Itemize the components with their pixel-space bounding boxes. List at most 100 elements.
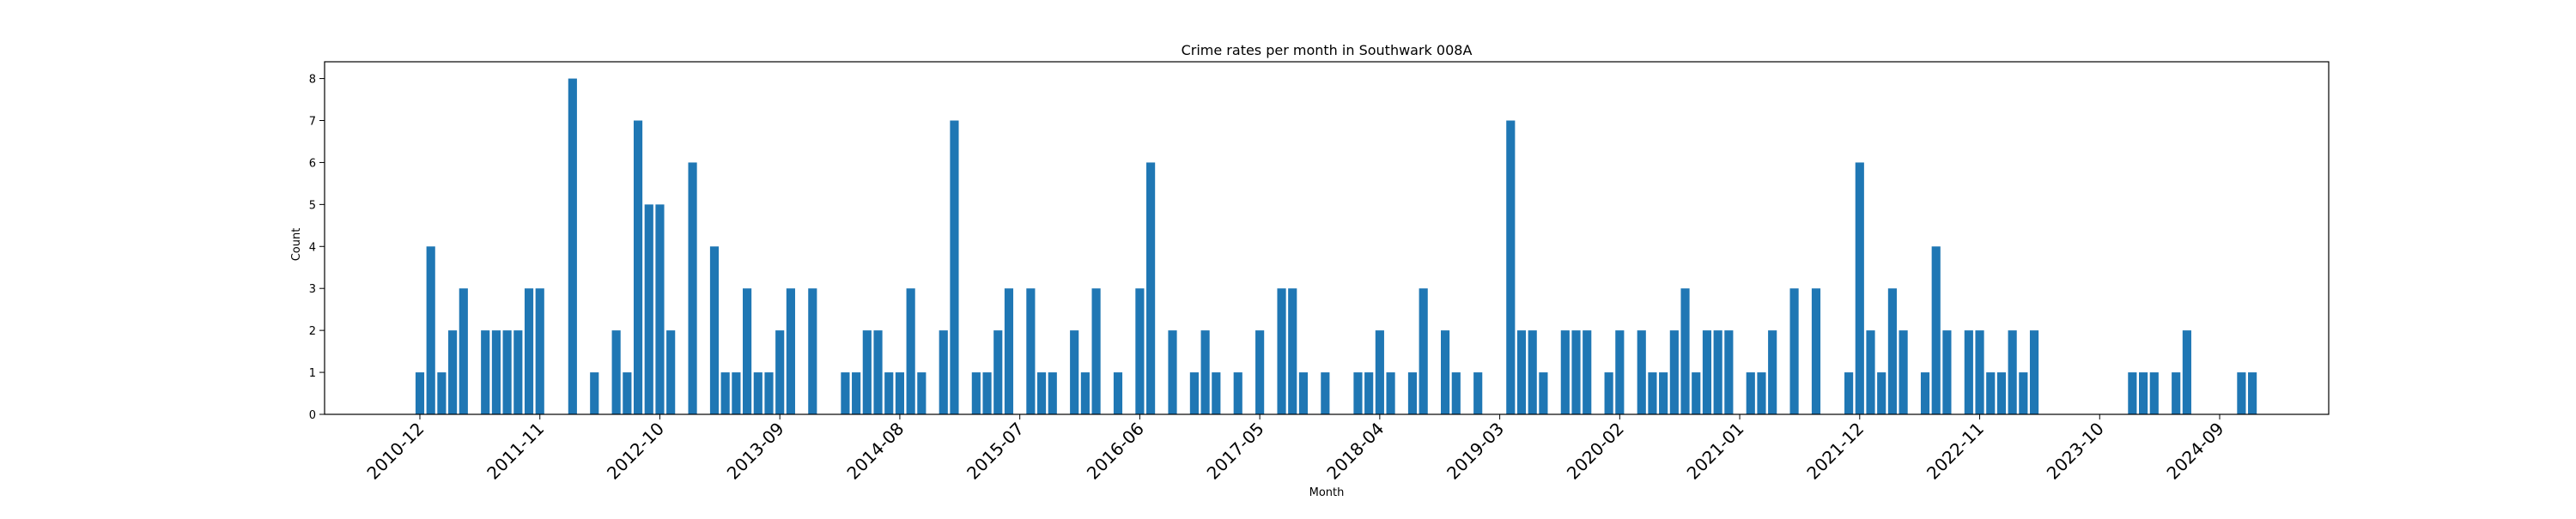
bar-2015-09: [1036, 372, 1047, 414]
bar-2022-11: [1975, 330, 1984, 414]
bar-2019-11: [1583, 330, 1592, 414]
x-tick-label: 2010-12: [362, 419, 428, 484]
x-tick-label: 2013-09: [723, 419, 788, 484]
bar-2019-04: [1506, 120, 1516, 414]
bar-2022-06: [1920, 372, 1930, 414]
bar-2012-08: [633, 120, 643, 414]
bar-2021-12: [1855, 162, 1864, 414]
x-tick-label: 2020-02: [1563, 419, 1628, 484]
bar-2024-05: [2172, 372, 2181, 414]
y-tick-label: 1: [309, 367, 316, 380]
bar-2015-01: [950, 120, 959, 414]
bar-2017-11: [1321, 372, 1330, 414]
bar-2013-09: [775, 330, 785, 414]
bar-2015-12: [1070, 330, 1079, 414]
bar-2014-05: [862, 330, 872, 414]
bar-2018-08: [1419, 288, 1428, 414]
bar-2021-06: [1789, 288, 1799, 414]
bar-2012-07: [623, 372, 632, 414]
y-tick-label: 7: [309, 116, 316, 129]
bar-2014-07: [884, 372, 894, 414]
bar-2018-03: [1364, 372, 1374, 414]
bar-2024-01: [2128, 372, 2137, 414]
x-tick-label: 2011-11: [483, 419, 548, 484]
bar-2020-11: [1713, 330, 1722, 414]
bar-2021-02: [1746, 372, 1755, 414]
x-tick-label: 2021-01: [1683, 419, 1748, 484]
bar-2018-05: [1386, 372, 1395, 414]
bar-2016-02: [1091, 288, 1101, 414]
bar-2012-09: [644, 204, 653, 414]
x-tick-label: 2014-08: [842, 419, 908, 484]
chart-title: Crime rates per month in Southwark 008A: [1182, 42, 1473, 58]
bar-2014-10: [917, 372, 927, 414]
bar-2022-10: [1964, 330, 1973, 414]
bar-2011-10: [524, 288, 534, 414]
bar-2022-03: [1887, 288, 1897, 414]
bar-2020-06: [1659, 372, 1668, 414]
bar-2017-09: [1298, 372, 1309, 414]
x-tick-label: 2021-12: [1802, 419, 1868, 484]
bar-2019-07: [1539, 372, 1548, 414]
bar-2012-11: [666, 330, 676, 414]
bar-2015-10: [1048, 372, 1057, 414]
bar-2012-02: [568, 78, 577, 414]
x-tick-label: 2019-03: [1443, 419, 1508, 484]
bar-2018-10: [1441, 330, 1450, 414]
bar-2011-06: [481, 330, 490, 414]
bar-2016-01: [1080, 372, 1090, 414]
bar-2016-09: [1168, 330, 1177, 414]
bar-2011-08: [502, 330, 512, 414]
y-tick-label: 8: [309, 74, 316, 87]
bar-2013-12: [808, 288, 817, 414]
bar-2014-12: [939, 330, 948, 414]
bar-2015-06: [1004, 288, 1014, 414]
bar-2020-07: [1669, 330, 1679, 414]
bar-2019-10: [1571, 330, 1581, 414]
bar-2011-11: [535, 288, 544, 414]
x-tick-label: 2015-07: [963, 419, 1028, 484]
bar-2011-02: [437, 372, 447, 414]
bar-2017-07: [1277, 288, 1286, 414]
bar-2022-04: [1899, 330, 1908, 414]
x-tick-label: 2012-10: [603, 419, 668, 484]
bar-2014-08: [895, 372, 905, 414]
bar-2019-09: [1560, 330, 1570, 414]
bar-2016-11: [1189, 372, 1199, 414]
bar-2014-09: [906, 288, 915, 414]
bar-2010-12: [415, 372, 425, 414]
bar-2020-01: [1604, 372, 1613, 414]
bar-2013-03: [709, 246, 720, 414]
bar-2024-02: [2139, 372, 2148, 414]
bar-2019-06: [1528, 330, 1537, 414]
bar-2018-04: [1375, 330, 1384, 414]
x-tick-label: 2018-04: [1322, 419, 1388, 484]
x-tick-label: 2016-06: [1083, 419, 1148, 484]
bar-2016-07: [1146, 162, 1156, 414]
bar-2015-05: [993, 330, 1003, 414]
bar-2024-03: [2149, 372, 2159, 414]
bar-2023-01: [1996, 372, 2007, 414]
bar-2018-11: [1451, 372, 1461, 414]
bar-2014-06: [873, 330, 883, 414]
bar-2013-08: [764, 372, 774, 414]
bar-2019-01: [1473, 372, 1483, 414]
bar-2015-08: [1026, 288, 1036, 414]
bar-2015-04: [982, 372, 992, 414]
bar-2011-04: [459, 288, 468, 414]
bar-2018-07: [1407, 372, 1418, 414]
y-tick-label: 6: [309, 157, 316, 170]
bar-2022-01: [1866, 330, 1875, 414]
bar-2022-02: [1877, 372, 1886, 414]
bar-2020-04: [1637, 330, 1646, 414]
bar-2020-02: [1615, 330, 1625, 414]
bar-2016-12: [1200, 330, 1210, 414]
bars-group: [415, 78, 2257, 414]
y-tick-label: 5: [309, 199, 316, 212]
x-axis-ticks: 2010-12 2011-11 2012-10 2013-09 2014-08 2015-…: [362, 414, 2228, 484]
bar-2023-02: [2008, 330, 2017, 414]
bar-2017-01: [1212, 372, 1221, 414]
bar-2016-06: [1135, 288, 1145, 414]
